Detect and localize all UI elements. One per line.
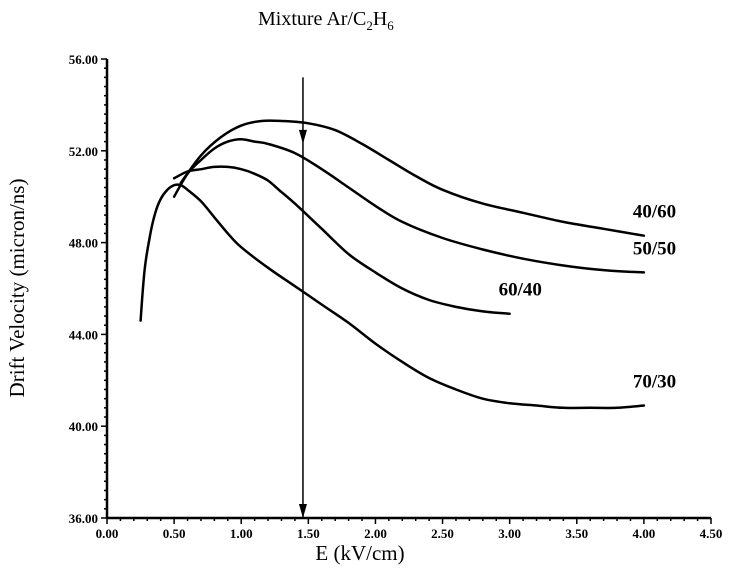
marker-arrowhead-bottom: [298, 504, 307, 518]
chart-title-sub1: 2: [366, 18, 373, 33]
series-layer: [139, 119, 646, 410]
x-tick-label: 0.50: [163, 526, 186, 541]
x-tick-label: 3.50: [565, 526, 588, 541]
series-line-50-50: [172, 138, 646, 274]
x-tick-label: 1.50: [297, 526, 320, 541]
x-axis-label: E (kV/cm): [315, 541, 404, 565]
series-line-60-40: [172, 165, 511, 315]
series-label-40-60: 40/60: [633, 202, 676, 223]
series-label-60-40: 60/40: [499, 280, 542, 301]
x-tick-label: 3.00: [498, 526, 521, 541]
y-tick-label: 36.00: [69, 511, 98, 526]
field-marker-arrow: [298, 77, 307, 518]
series-line-40-60: [179, 119, 646, 237]
x-tick-label: 4.00: [633, 526, 656, 541]
marker-arrowhead-upper: [298, 129, 307, 144]
x-tick-label: 2.00: [364, 526, 387, 541]
chart-title: Mixture Ar/C2H6: [258, 8, 394, 33]
y-tick-label: 48.00: [69, 236, 98, 251]
chart-title-main: Mixture Ar/C: [258, 8, 366, 30]
series-line-70-30: [139, 183, 646, 410]
series-labels: 40/60 50/50 60/40 70/30: [499, 202, 677, 393]
x-tick-label: 4.50: [700, 526, 723, 541]
y-tick-label: 56.00: [69, 52, 98, 67]
chart-title-sub2: 6: [387, 18, 394, 33]
chart-title-mid: H: [373, 8, 387, 30]
y-tick-label: 40.00: [69, 419, 98, 434]
y-tick-label: 44.00: [69, 327, 98, 342]
y-ticks: 36.00 40.00 44.00 48.00 52.00 56.00: [69, 52, 107, 526]
x-tick-label: 2.50: [431, 526, 454, 541]
series-label-50-50: 50/50: [633, 238, 676, 259]
y-axis-label: Drift Velocity (micron/ns): [5, 179, 29, 398]
x-ticks: 0.00 0.50 1.00 1.50 2.00 2.50 3.00 3.50 4.00 4.50: [96, 518, 723, 541]
series-label-70-30: 70/30: [633, 372, 676, 393]
x-tick-label: 1.00: [230, 526, 253, 541]
x-tick-label: 0.00: [96, 526, 119, 541]
y-tick-label: 52.00: [69, 144, 98, 159]
